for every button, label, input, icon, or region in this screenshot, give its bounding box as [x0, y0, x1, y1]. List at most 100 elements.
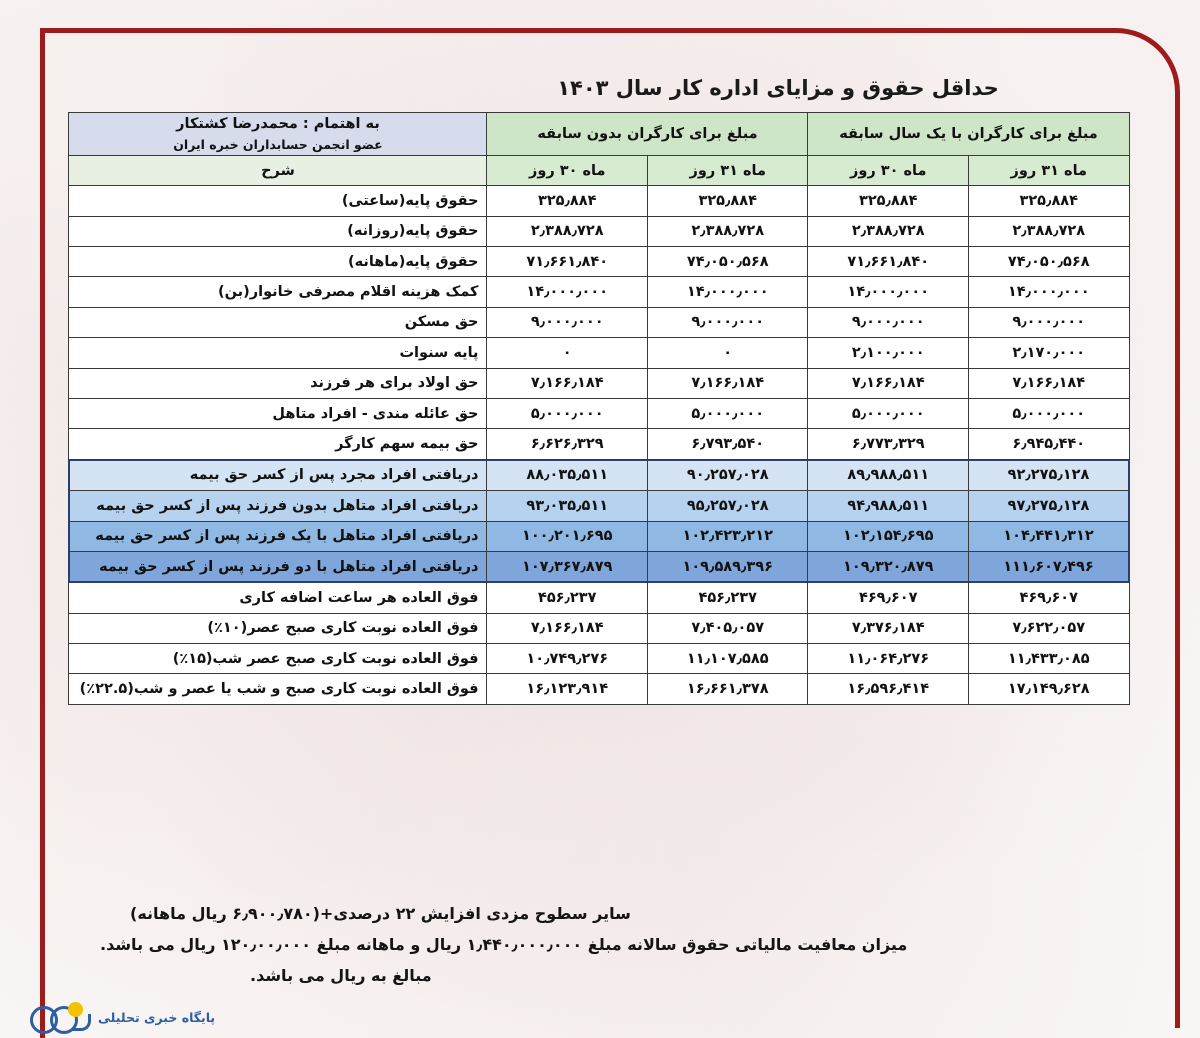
cell-noexp-30: ۷۱٫۶۶۱٫۸۴۰ [486, 246, 648, 278]
cell-exp-31: ۷٫۱۶۶٫۱۸۴ [968, 367, 1130, 399]
cell-noexp-30: ۸۸٫۰۳۵٫۵۱۱ [486, 458, 648, 492]
cell-description: حق عائله مندی - افراد متاهل [68, 397, 488, 430]
cell-exp-31: ۳۲۵٫۸۸۴ [968, 185, 1130, 217]
cell-noexp-31: ۷۴٫۰۵۰٫۵۶۸ [646, 246, 809, 278]
cell-description: حق مسکن [68, 306, 488, 339]
cell-description: حقوق پایه(روزانه) [68, 215, 488, 248]
cell-exp-31: ۴۶۹٫۶۰۷ [968, 581, 1130, 614]
cell-exp-30: ۸۹٫۹۸۸٫۵۱۱ [807, 458, 969, 492]
cell-noexp-31: ۷٫۴۰۵٫۰۵۷ [646, 612, 809, 645]
table-row: ۹٫۰۰۰٫۰۰۰ ۹٫۰۰۰٫۰۰۰ ۹٫۰۰۰٫۰۰۰ ۹٫۰۰۰٫۰۰۰ حق م… [68, 306, 1130, 339]
page-title: حداقل حقوق و مزایای اداره کار سال ۱۴۰۳ [557, 76, 999, 100]
cell-description: حقوق پایه(ماهانه) [68, 246, 488, 278]
cell-exp-31: ۹۲٫۲۷۵٫۱۲۸ [968, 458, 1130, 492]
footnote-1: سایر سطوح مزدی افزایش ۲۲ درصدی+(۶٫۹۰۰٫۷۸… [130, 904, 631, 923]
table-row: ۱۱٫۴۳۳٫۰۸۵ ۱۱٫۰۶۴٫۲۷۶ ۱۱٫۱۰۷٫۵۸۵ ۱۰٫۷۴۹٫۲۷۶… [68, 643, 1130, 675]
table-row: ۲٫۳۸۸٫۷۲۸ ۲٫۳۸۸٫۷۲۸ ۲٫۳۸۸٫۷۲۸ ۲٫۳۸۸٫۷۲۸ حقوق… [68, 215, 1130, 248]
cell-exp-30: ۴۶۹٫۶۰۷ [807, 581, 969, 614]
credit-line-2: عضو انجمن حسابداران خبره ایران [173, 137, 383, 153]
table-row: ۹۷٫۲۷۵٫۱۲۸ ۹۴٫۹۸۸٫۵۱۱ ۹۵٫۲۵۷٫۰۲۸ ۹۳٫۰۳۵٫۵۱۱… [67, 490, 1130, 522]
cell-exp-31: ۷٫۶۲۲٫۰۵۷ [968, 612, 1130, 645]
cell-exp-30: ۱۰۹٫۳۲۰٫۸۷۹ [807, 550, 969, 584]
cell-exp-31: ۱۱٫۴۳۳٫۰۸۵ [968, 643, 1130, 675]
cell-exp-31: ۲٫۳۸۸٫۷۲۸ [968, 215, 1130, 248]
cell-description: فوق العاده نوبت کاری صبح عصر شب(۱۵٪) [68, 643, 488, 675]
cell-noexp-31: ۵٫۰۰۰٫۰۰۰ [646, 397, 809, 430]
cell-noexp-30: ۳۲۵٫۸۸۴ [486, 185, 648, 217]
cell-noexp-30: ۷٫۱۶۶٫۱۸۴ [486, 367, 648, 399]
footnote-3: مبالغ به ریال می باشد. [250, 966, 432, 986]
salary-table: مبلغ برای کارگران با یک سال سابقه مبلغ ب… [67, 112, 1130, 705]
cell-noexp-31: ۹٫۰۰۰٫۰۰۰ [646, 306, 809, 339]
sub-header-row: ماه ۳۱ روز ماه ۳۰ روز ماه ۳۱ روز ماه ۳۰ … [68, 154, 1130, 187]
cell-exp-30: ۳۲۵٫۸۸۴ [807, 185, 969, 217]
cell-noexp-31: ۲٫۳۸۸٫۷۲۸ [646, 215, 809, 248]
cell-exp-30: ۵٫۰۰۰٫۰۰۰ [807, 397, 969, 430]
table-row: ۲٫۱۷۰٫۰۰۰ ۲٫۱۰۰٫۰۰۰ ۰ ۰ پایه سنوات [68, 337, 1130, 369]
cell-description: حقوق پایه(ساعتی) [68, 185, 488, 217]
cell-description: فوق العاده هر ساعت اضافه کاری [68, 581, 488, 614]
cell-noexp-30: ۴۵۶٫۲۳۷ [486, 581, 648, 614]
cell-exp-30: ۱۶٫۵۹۶٫۴۱۴ [807, 673, 969, 705]
table-row: ۱۱۱٫۶۰۷٫۴۹۶ ۱۰۹٫۳۲۰٫۸۷۹ ۱۰۹٫۵۸۹٫۳۹۶ ۱۰۷٫۳۶۷… [67, 550, 1130, 584]
cell-noexp-30: ۶٫۶۲۶٫۳۲۹ [486, 428, 648, 461]
table-row: ۱۰۴٫۴۴۱٫۳۱۲ ۱۰۲٫۱۵۴٫۶۹۵ ۱۰۲٫۴۲۳٫۲۱۲ ۱۰۰٫۲۰۱… [67, 520, 1130, 552]
column-header-exp-31: ماه ۳۱ روز [968, 154, 1130, 187]
table-row: ۷٫۶۲۲٫۰۵۷ ۷٫۳۷۶٫۱۸۴ ۷٫۴۰۵٫۰۵۷ ۷٫۱۶۶٫۱۸۴ فوق … [68, 612, 1130, 645]
table-row: ۶٫۹۴۵٫۴۴۰ ۶٫۷۷۳٫۳۲۹ ۶٫۷۹۳٫۵۴۰ ۶٫۶۲۶٫۳۲۹ حق ب… [68, 428, 1130, 461]
cell-noexp-30: ۱۰۰٫۲۰۱٫۶۹۵ [486, 520, 648, 552]
group-header-with-experience: مبلغ برای کارگران با یک سال سابقه [807, 112, 1130, 156]
group-header-row: مبلغ برای کارگران با یک سال سابقه مبلغ ب… [68, 112, 1130, 156]
table-row: ۱۷٫۱۴۹٫۶۲۸ ۱۶٫۵۹۶٫۴۱۴ ۱۶٫۶۶۱٫۳۷۸ ۱۶٫۱۲۳٫۹۱۴… [68, 673, 1130, 705]
cell-exp-30: ۱۰۲٫۱۵۴٫۶۹۵ [807, 520, 969, 552]
table-body: ۳۲۵٫۸۸۴ ۳۲۵٫۸۸۴ ۳۲۵٫۸۸۴ ۳۲۵٫۸۸۴ حقوق پایه(سا… [67, 185, 1130, 705]
table-row: ۷٫۱۶۶٫۱۸۴ ۷٫۱۶۶٫۱۸۴ ۷٫۱۶۶٫۱۸۴ ۷٫۱۶۶٫۱۸۴ حق ا… [68, 367, 1130, 399]
column-header-noexp-31: ماه ۳۱ روز [646, 154, 809, 187]
table-row: ۹۲٫۲۷۵٫۱۲۸ ۸۹٫۹۸۸٫۵۱۱ ۹۰٫۲۵۷٫۰۲۸ ۸۸٫۰۳۵٫۵۱۱… [67, 458, 1130, 492]
cell-description: فوق العاده نوبت کاری صبح و شب یا عصر و ش… [68, 673, 488, 705]
cell-noexp-31: ۱۰۲٫۴۲۳٫۲۱۲ [646, 520, 809, 552]
footnote-2: میزان معافیت مالیاتی حقوق سالانه مبلغ ۱٫… [100, 935, 908, 955]
cell-noexp-31: ۱۱٫۱۰۷٫۵۸۵ [646, 643, 809, 675]
cell-exp-30: ۱۴٫۰۰۰٫۰۰۰ [807, 276, 969, 308]
cell-exp-30: ۷٫۳۷۶٫۱۸۴ [807, 612, 969, 645]
column-header-description: شرح [68, 154, 488, 187]
credit-cell: به اهتمام : محمدرضا کشتکار عضو انجمن حسا… [68, 112, 488, 156]
column-header-exp-30: ماه ۳۰ روز [807, 154, 969, 187]
cell-exp-31: ۱۷٫۱۴۹٫۶۲۸ [968, 673, 1130, 705]
cell-exp-31: ۱۰۴٫۴۴۱٫۳۱۲ [968, 520, 1130, 552]
cell-exp-31: ۱۴٫۰۰۰٫۰۰۰ [968, 276, 1130, 308]
cell-noexp-30: ۹۳٫۰۳۵٫۵۱۱ [486, 490, 648, 522]
cell-noexp-31: ۱۶٫۶۶۱٫۳۷۸ [646, 673, 809, 705]
cell-noexp-30: ۰ [486, 337, 648, 369]
cell-exp-30: ۹٫۰۰۰٫۰۰۰ [807, 306, 969, 339]
cell-description: دریافتی افراد مجرد پس از کسر حق بیمه [67, 458, 488, 492]
footnotes: سایر سطوح مزدی افزایش ۲۲ درصدی+(۶٫۹۰۰٫۷۸… [90, 898, 1130, 992]
red-border-left [40, 28, 45, 1038]
cell-noexp-31: ۶٫۷۹۳٫۵۴۰ [646, 428, 809, 461]
cell-exp-31: ۲٫۱۷۰٫۰۰۰ [968, 337, 1130, 369]
cell-noexp-30: ۱۴٫۰۰۰٫۰۰۰ [486, 276, 648, 308]
cell-exp-30: ۶٫۷۷۳٫۳۲۹ [807, 428, 969, 461]
cell-description: فوق العاده نوبت کاری صبح عصر(۱۰٪) [68, 612, 488, 645]
table-row: ۷۴٫۰۵۰٫۵۶۸ ۷۱٫۶۶۱٫۸۴۰ ۷۴٫۰۵۰٫۵۶۸ ۷۱٫۶۶۱٫۸۴۰… [68, 246, 1130, 278]
cell-noexp-30: ۱۰۷٫۳۶۷٫۸۷۹ [486, 550, 648, 584]
cell-noexp-30: ۱۰٫۷۴۹٫۲۷۶ [486, 643, 648, 675]
cell-noexp-31: ۱۴٫۰۰۰٫۰۰۰ [646, 276, 809, 308]
cell-exp-31: ۷۴٫۰۵۰٫۵۶۸ [968, 246, 1130, 278]
table-head: مبلغ برای کارگران با یک سال سابقه مبلغ ب… [68, 112, 1130, 187]
credit-line-1: به اهتمام : محمدرضا کشتکار [176, 116, 380, 132]
cell-exp-31: ۵٫۰۰۰٫۰۰۰ [968, 397, 1130, 430]
column-header-noexp-30: ماه ۳۰ روز [486, 154, 648, 187]
table-row: ۱۴٫۰۰۰٫۰۰۰ ۱۴٫۰۰۰٫۰۰۰ ۱۴٫۰۰۰٫۰۰۰ ۱۴٫۰۰۰٫۰۰۰… [68, 276, 1130, 308]
cell-exp-31: ۱۱۱٫۶۰۷٫۴۹۶ [968, 550, 1130, 584]
cell-exp-30: ۱۱٫۰۶۴٫۲۷۶ [807, 643, 969, 675]
table-row: ۳۲۵٫۸۸۴ ۳۲۵٫۸۸۴ ۳۲۵٫۸۸۴ ۳۲۵٫۸۸۴ حقوق پایه(سا… [68, 185, 1130, 217]
cell-exp-31: ۹٫۰۰۰٫۰۰۰ [968, 306, 1130, 339]
cell-noexp-31: ۷٫۱۶۶٫۱۸۴ [646, 367, 809, 399]
cell-noexp-30: ۹٫۰۰۰٫۰۰۰ [486, 306, 648, 339]
cell-description: دریافتی افراد متاهل با دو فرزند پس از کس… [67, 550, 488, 584]
cell-exp-30: ۹۴٫۹۸۸٫۵۱۱ [807, 490, 969, 522]
cell-noexp-30: ۷٫۱۶۶٫۱۸۴ [486, 612, 648, 645]
